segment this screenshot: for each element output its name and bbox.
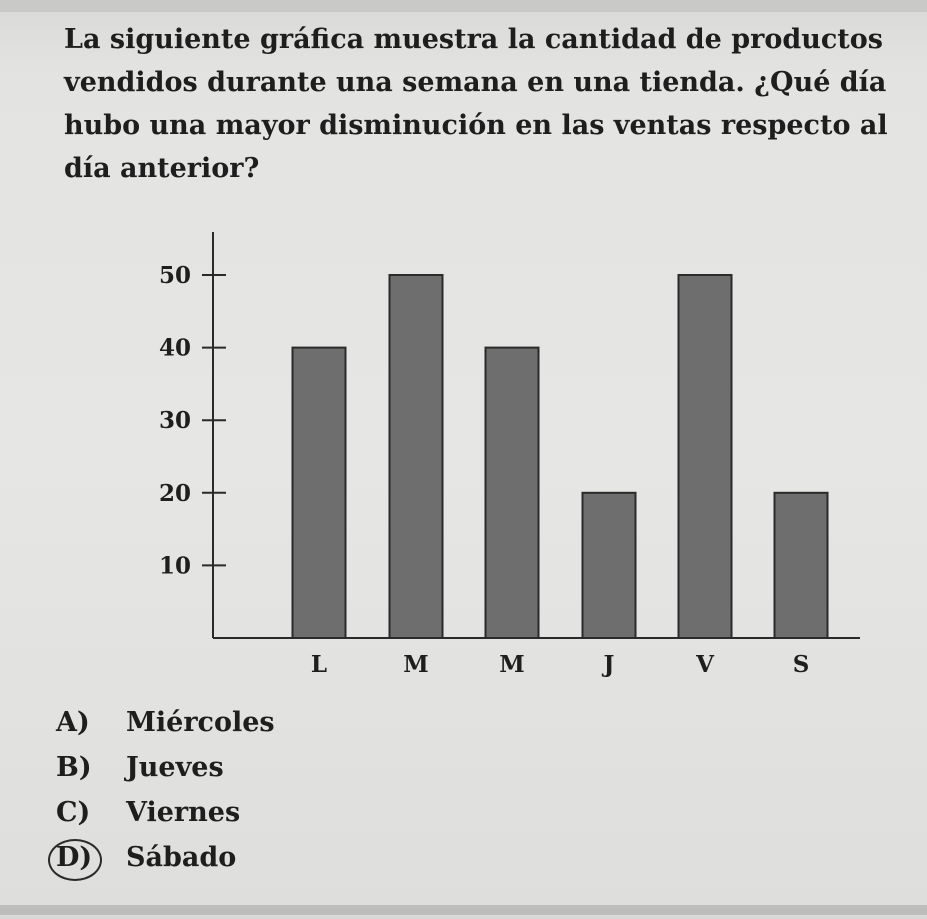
- option-b-text: Jueves: [126, 752, 224, 783]
- option-c-letter: C): [56, 797, 91, 828]
- bar-5: [773, 491, 829, 639]
- answer-circle-mark: [48, 839, 102, 881]
- paper-edge-bottom: [0, 905, 927, 915]
- bar-0: [291, 346, 347, 639]
- option-c[interactable]: C) Viernes: [56, 790, 275, 835]
- bar-2: [484, 346, 540, 639]
- option-d-text: Sábado: [126, 842, 237, 873]
- option-d[interactable]: D) Sábado: [48, 835, 275, 881]
- paper-edge-top: [0, 0, 927, 12]
- bar-4: [677, 274, 733, 639]
- x-category-label: J: [602, 651, 615, 678]
- x-category-label: S: [793, 651, 810, 678]
- x-category-label: V: [695, 651, 715, 678]
- y-tick-label: 40: [159, 335, 191, 362]
- bar-1: [388, 274, 444, 639]
- option-a-letter: A): [56, 707, 90, 738]
- y-tick-label: 30: [159, 407, 191, 434]
- option-b-letter: B): [56, 752, 92, 783]
- y-tick-label: 50: [159, 262, 191, 289]
- x-category-label: M: [499, 651, 524, 678]
- option-b[interactable]: B) Jueves: [56, 745, 275, 790]
- option-c-text: Viernes: [126, 797, 241, 828]
- option-d-letter: D): [48, 835, 126, 881]
- option-a-text: Miércoles: [126, 707, 275, 738]
- bar-3: [581, 491, 637, 639]
- option-a[interactable]: A) Miércoles: [56, 700, 275, 745]
- y-tick-label: 10: [159, 552, 191, 579]
- x-category-label: M: [403, 651, 428, 678]
- x-category-label: L: [311, 651, 327, 678]
- y-tick-label: 20: [159, 480, 191, 507]
- question-text: La siguiente gráfica muestra la cantidad…: [64, 24, 888, 184]
- answer-options: A) Miércoles B) Jueves C) Viernes D) Sábado: [48, 700, 275, 881]
